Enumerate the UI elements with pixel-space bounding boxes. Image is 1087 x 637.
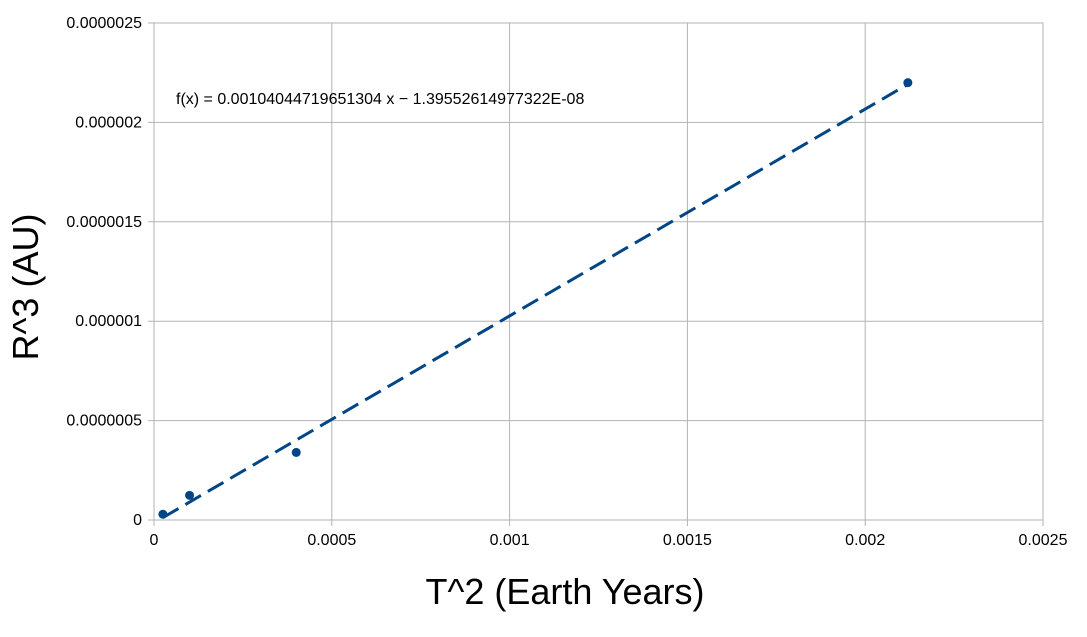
y-tick-label: 0 <box>133 512 142 529</box>
y-tick-label: 0.0000025 <box>66 15 142 32</box>
y-tick-label: 0.0000005 <box>66 413 142 430</box>
x-tick-label: 0.002 <box>845 532 885 549</box>
y-tick-label: 0.000001 <box>75 313 142 330</box>
x-tick-label: 0.0025 <box>1019 532 1068 549</box>
y-tick-label: 0.0000015 <box>66 214 142 231</box>
x-tick-label: 0.001 <box>490 532 530 549</box>
axis-layer: 0 0.0005 0.001 0.0015 0.002 0.0025 0 0.0000005 0… <box>66 15 1067 549</box>
x-tick-label: 0 <box>150 532 159 549</box>
points-layer <box>158 78 913 519</box>
x-tick-label: 0.0005 <box>307 532 356 549</box>
x-axis-title: T^2 (Earth Years) <box>425 571 704 612</box>
trendline <box>162 82 909 519</box>
grid-layer <box>148 22 1044 526</box>
trendline-equation: f(x) = 0.00104044719651304 x − 1.3955261… <box>176 91 584 108</box>
x-tick-label: 0.0015 <box>663 532 712 549</box>
data-point <box>158 509 168 519</box>
data-point <box>291 447 301 457</box>
trendline-layer <box>162 82 909 519</box>
y-axis-title: R^3 (AU) <box>5 214 46 361</box>
y-tick-label: 0.000002 <box>75 114 142 131</box>
data-point <box>903 78 913 88</box>
data-point <box>185 490 195 500</box>
plot-frame <box>153 22 1044 521</box>
